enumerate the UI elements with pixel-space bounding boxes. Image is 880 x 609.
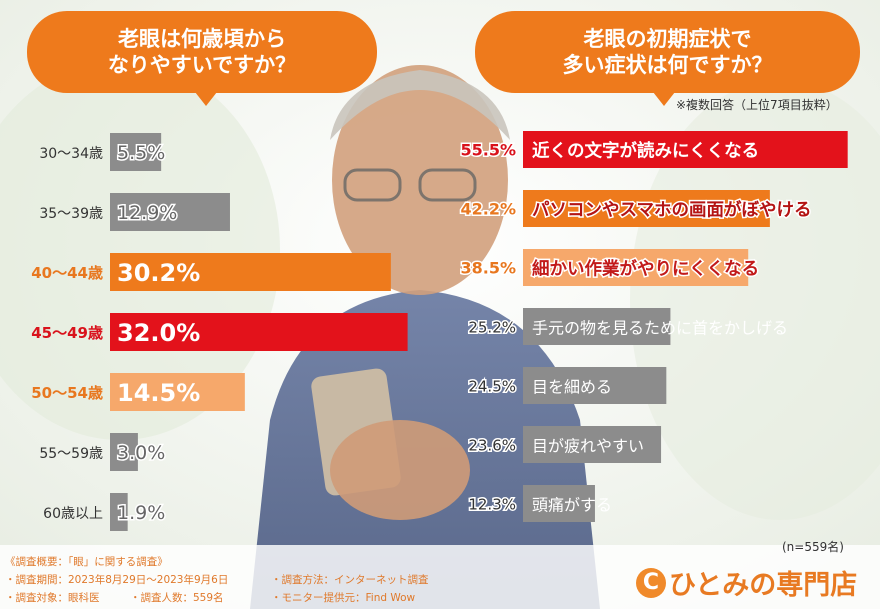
age-bar (110, 373, 245, 411)
brand-logo: C ひとみの専門店 (636, 563, 857, 602)
symptom-bar (523, 426, 662, 463)
left-question-bubble: 老眼は何歳頃から なりやすいですか？ (27, 11, 377, 106)
age-category-label: 35〜39歳 (39, 206, 103, 222)
age-category-label: 60歳以上 (43, 506, 103, 522)
age-value-label: 5.5% (117, 142, 165, 164)
survey-method: ・調査方法：インターネット調査 (271, 574, 429, 586)
symptom-bar (523, 367, 667, 404)
symptom-bar (523, 131, 848, 168)
bubble-tail (653, 92, 675, 106)
age-value-label: 12.9% (117, 202, 177, 224)
age-category-label: 55〜59歳 (39, 446, 103, 462)
symptom-value-label: 55.5% (460, 141, 516, 160)
symptom-bar (523, 308, 671, 345)
logo-mark-icon: C (636, 567, 666, 598)
age-bar (110, 493, 128, 531)
age-value-label: 1.9% (117, 502, 165, 524)
symptom-category-label: パソコンやスマホの画面がぼやける (532, 200, 811, 221)
symptom-value-label: 12.3% (468, 496, 516, 514)
left-question-line-2: なりやすいですか？ (107, 53, 297, 77)
age-category-label: 40〜44歳 (31, 264, 103, 282)
symptom-bar (523, 249, 749, 286)
symptom-bar (523, 485, 595, 522)
right-question-line-1: 老眼の初期症状で (583, 27, 752, 51)
logo-text: ひとみの専門店 (669, 570, 858, 601)
age-bar (110, 433, 138, 471)
symptom-category-label: 細かい作業がやりにくくなる (532, 259, 759, 280)
age-value-label: 32.0% (117, 319, 200, 347)
left-question-line-1: 老眼は何歳頃から (118, 27, 286, 51)
age-category-label: 45〜49歳 (31, 324, 103, 342)
symptom-category-label: 目が疲れやすい (532, 437, 644, 456)
age-bar (110, 133, 162, 171)
right-question-line-2: 多い症状は何ですか？ (562, 53, 773, 77)
symptom-value-label: 24.5% (468, 378, 516, 396)
survey-period: ・調査期間：2023年8月29日〜2023年9月6日 (5, 574, 229, 586)
age-value-label: 30.2% (117, 259, 200, 287)
multiple-answer-note: ※複数回答（上位7項目抜粋） (676, 98, 838, 112)
survey-target: ・調査対象：眼科医 (5, 592, 100, 604)
symptom-value-label: 25.2% (468, 319, 516, 337)
age-category-label: 50〜54歳 (31, 384, 103, 402)
right-question-bubble: 老眼の初期症状で 多い症状は何ですか？ (475, 11, 860, 106)
symptom-value-label: 23.6% (468, 437, 516, 455)
symptom-category-label: 近くの文字が読みにくくなる (532, 141, 759, 162)
age-category-label: 30〜34歳 (39, 146, 103, 162)
survey-count: ・調査人数：559名 (130, 592, 224, 604)
symptom-category-label: 手元の物を見るために首をかしげる (532, 319, 788, 338)
age-bar (110, 253, 391, 291)
monitor-provider: ・モニター提供元：Find Wow (271, 592, 416, 604)
age-bar (110, 193, 230, 231)
bubble-tail (195, 92, 217, 106)
age-bar (110, 313, 408, 351)
symptom-value-label: 42.2% (460, 200, 516, 219)
symptom-bar (523, 190, 770, 227)
survey-title: 《調査概要：「眼」に関する調査》 (5, 556, 168, 568)
age-value-label: 14.5% (117, 379, 200, 407)
symptom-category-label: 目を細める (532, 378, 612, 397)
symptom-value-label: 38.5% (460, 259, 516, 278)
sample-size-label: (n=559名) (782, 540, 844, 554)
symptom-category-label: 頭痛がする (532, 496, 612, 515)
age-value-label: 3.0% (117, 442, 165, 464)
